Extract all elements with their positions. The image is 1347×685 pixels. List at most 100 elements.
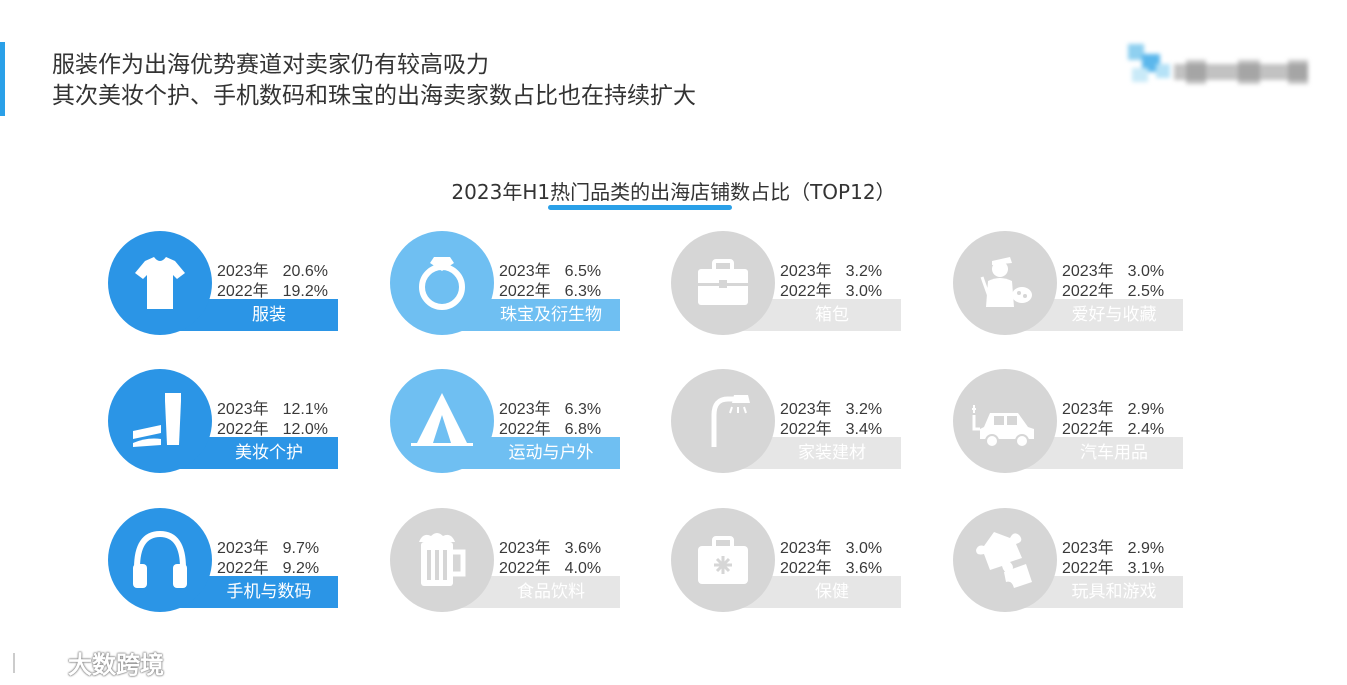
watermark-text: 大数跨境	[68, 650, 164, 679]
accent-bar	[0, 42, 5, 116]
category-card: 2023年 20.6% 2022年 19.2% 服装	[108, 231, 348, 337]
year-label: 2022年	[217, 560, 269, 577]
chart-title-text: 2023年H1热门品类的出海店铺数占比（TOP12）	[451, 180, 896, 204]
year-label: 2022年	[1062, 283, 1114, 300]
category-label: 食品饮料	[517, 582, 585, 602]
value-2023: 3.6%	[564, 540, 602, 557]
year-label: 2023年	[780, 263, 832, 280]
category-card: 2023年 12.1% 2022年 12.0% 美妆个护	[108, 369, 348, 475]
year-label: 2022年	[217, 283, 269, 300]
value-2023: 6.5%	[564, 263, 602, 280]
value-2022: 9.2%	[282, 560, 320, 577]
value-row-2022: 2022年 19.2%	[217, 277, 328, 301]
year-label: 2023年	[499, 401, 551, 418]
year-label: 2023年	[499, 263, 551, 280]
category-label: 爱好与收藏	[1071, 305, 1157, 325]
value-row-2022: 2022年 3.6%	[780, 554, 882, 578]
value-2022: 4.0%	[564, 560, 602, 577]
value-2022: 2.5%	[1127, 283, 1165, 300]
year-label: 2022年	[780, 283, 832, 300]
value-row-2022: 2022年 12.0%	[217, 415, 328, 439]
year-label: 2023年	[499, 540, 551, 557]
year-label: 2022年	[499, 283, 551, 300]
category-card: 2023年 3.2% 2022年 3.0% 箱包	[671, 231, 911, 337]
value-row-2022: 2022年 3.4%	[780, 415, 882, 439]
painter-icon	[980, 257, 1032, 307]
headline: 服装作为出海优势赛道对卖家仍有较高吸力 其次美妆个护、手机数码和珠宝的出海卖家数…	[52, 50, 696, 112]
blurred-logo	[1128, 38, 1324, 94]
category-card: 2023年 6.3% 2022年 6.8% 运动与户外	[390, 369, 630, 475]
value-row-2023: 2023年 3.0%	[1062, 257, 1164, 281]
value-2022: 3.4%	[845, 421, 883, 438]
value-2023: 3.0%	[845, 540, 883, 557]
headline-line-1: 服装作为出海优势赛道对卖家仍有较高吸力	[52, 52, 489, 78]
value-2023: 2.9%	[1127, 401, 1165, 418]
icon-circle	[390, 231, 494, 335]
year-label: 2022年	[1062, 421, 1114, 438]
year-label: 2023年	[217, 540, 269, 557]
category-card: 2023年 6.5% 2022年 6.3% 珠宝及衍生物	[390, 231, 630, 337]
value-2022: 19.2%	[282, 283, 328, 300]
value-row-2023: 2023年 2.9%	[1062, 395, 1164, 419]
category-card: 2023年 3.0% 2022年 3.6% 保健	[671, 508, 911, 614]
value-row-2022: 2022年 3.1%	[1062, 554, 1164, 578]
value-2022: 6.8%	[564, 421, 602, 438]
value-row-2022: 2022年 9.2%	[217, 554, 319, 578]
year-label: 2023年	[1062, 401, 1114, 418]
category-card: 2023年 3.0% 2022年 2.5% 爱好与收藏	[953, 231, 1193, 337]
value-row-2022: 2022年 4.0%	[499, 554, 601, 578]
value-row-2023: 2023年 3.2%	[780, 257, 882, 281]
value-row-2022: 2022年 6.8%	[499, 415, 601, 439]
category-card: 2023年 3.2% 2022年 3.4% 家装建材	[671, 369, 911, 475]
year-label: 2023年	[1062, 540, 1114, 557]
category-label: 手机与数码	[226, 582, 312, 602]
value-2022: 2.4%	[1127, 421, 1165, 438]
watermark: 大数跨境	[10, 645, 164, 679]
tent-icon	[411, 393, 473, 446]
year-label: 2023年	[1062, 263, 1114, 280]
value-row-2023: 2023年 20.6%	[217, 257, 328, 281]
watermark-logo-icon	[12, 651, 62, 675]
year-label: 2022年	[780, 560, 832, 577]
headline-line-2: 其次美妆个护、手机数码和珠宝的出海卖家数占比也在持续扩大	[52, 83, 696, 109]
beer-mug-icon	[419, 533, 466, 586]
category-card: 2023年 3.6% 2022年 4.0% 食品饮料	[390, 508, 630, 614]
category-label: 家装建材	[798, 443, 866, 463]
puzzle-icon	[976, 532, 1032, 588]
year-label: 2022年	[217, 421, 269, 438]
year-label: 2022年	[780, 421, 832, 438]
value-row-2022: 2022年 2.4%	[1062, 415, 1164, 439]
value-2023: 3.2%	[845, 263, 883, 280]
value-2023: 6.3%	[564, 401, 602, 418]
value-row-2023: 2023年 3.2%	[780, 395, 882, 419]
ring-icon	[419, 257, 465, 310]
icon-circle	[108, 508, 212, 612]
value-2023: 9.7%	[282, 540, 320, 557]
value-2023: 3.0%	[1127, 263, 1165, 280]
value-2022: 12.0%	[282, 421, 328, 438]
value-row-2023: 2023年 3.0%	[780, 534, 882, 558]
year-label: 2022年	[1062, 560, 1114, 577]
chart-title: 2023年H1热门品类的出海店铺数占比（TOP12）	[0, 176, 1347, 210]
value-2023: 3.2%	[845, 401, 883, 418]
value-2022: 6.3%	[564, 283, 602, 300]
medkit-icon	[698, 536, 748, 584]
value-row-2023: 2023年 12.1%	[217, 395, 328, 419]
category-card: 2023年 2.9% 2022年 3.1% 玩具和游戏	[953, 508, 1193, 614]
value-row-2022: 2022年 2.5%	[1062, 277, 1164, 301]
value-2023: 2.9%	[1127, 540, 1165, 557]
icon-circle	[108, 369, 212, 473]
category-label: 珠宝及衍生物	[500, 305, 602, 325]
value-row-2023: 2023年 3.6%	[499, 534, 601, 558]
category-label: 运动与户外	[508, 443, 594, 463]
category-card: 2023年 9.7% 2022年 9.2% 手机与数码	[108, 508, 348, 614]
car-icon	[972, 405, 1034, 448]
year-label: 2023年	[780, 401, 832, 418]
icon-circle	[671, 369, 775, 473]
year-label: 2022年	[499, 421, 551, 438]
category-label: 美妆个护	[235, 443, 303, 463]
headphones-icon	[133, 530, 187, 588]
value-2022: 3.1%	[1127, 560, 1165, 577]
value-row-2023: 2023年 6.5%	[499, 257, 601, 281]
category-label: 汽车用品	[1080, 443, 1148, 463]
